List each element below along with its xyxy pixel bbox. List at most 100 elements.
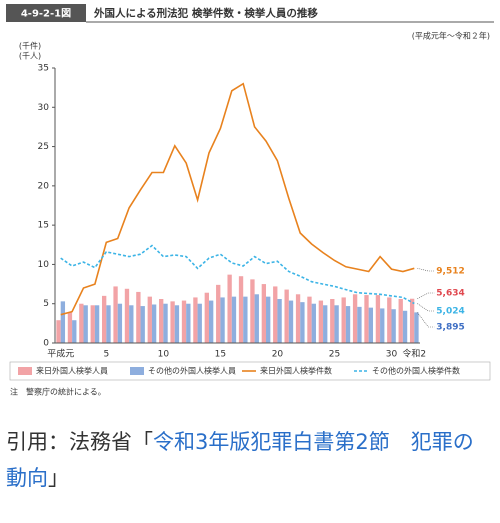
bar <box>231 296 237 343</box>
bar <box>186 303 191 343</box>
leader <box>417 312 435 328</box>
x-tick-label: 10 <box>158 350 170 360</box>
bar <box>174 305 180 343</box>
y-tick-label: 20 <box>38 181 50 191</box>
legend-label: その他の外国人検挙人員 <box>148 366 236 376</box>
legend-label: 来日外国人検挙人員 <box>36 366 108 376</box>
bar <box>352 294 358 343</box>
bar <box>307 296 312 343</box>
bar <box>197 303 202 343</box>
bar <box>72 320 77 343</box>
y-tick-label: 5 <box>43 299 49 309</box>
bar <box>90 305 95 343</box>
legend-label: その他の外国人検挙件数 <box>372 366 460 376</box>
y-tick-label: 0 <box>43 339 49 349</box>
bar <box>254 294 259 343</box>
x-tick-label: 5 <box>103 350 109 360</box>
legend-swatch <box>130 367 144 375</box>
bar <box>330 299 335 343</box>
chart: 4-9-2-1図 外国人による刑法犯 検挙件数・検挙人員の推移 (平成元年〜令和… <box>0 0 500 410</box>
bar <box>323 305 328 343</box>
x-tick-label: 15 <box>215 350 226 360</box>
chart-title: 外国人による刑法犯 検挙件数・検挙人員の推移 <box>93 7 318 20</box>
bar <box>94 305 100 343</box>
bar <box>216 284 221 343</box>
bar <box>117 303 123 343</box>
legend-label: 来日外国人検挙件数 <box>260 366 332 376</box>
leader <box>417 292 435 299</box>
line <box>60 82 415 316</box>
legend-box <box>9 361 491 381</box>
bar <box>227 274 232 343</box>
bar <box>124 288 130 343</box>
x-tick-label: 20 <box>272 350 284 360</box>
chart-bg <box>0 0 500 410</box>
bar <box>208 300 214 343</box>
bar <box>159 299 164 343</box>
bar <box>170 301 175 343</box>
bar <box>402 310 408 343</box>
y-unit: (千人) <box>19 51 41 61</box>
citation-prefix: 引用：法務省「 <box>6 430 153 454</box>
bar <box>250 279 255 343</box>
citation-suffix: 」 <box>48 466 69 490</box>
value-label: 5,634 <box>436 289 464 299</box>
bar <box>266 296 271 343</box>
x-tick-label: 25 <box>329 350 340 360</box>
bar <box>136 291 141 343</box>
bar <box>60 301 66 343</box>
bar <box>334 305 339 343</box>
bar <box>83 305 88 343</box>
bar <box>147 296 152 343</box>
x-tick-label: 30 <box>386 350 398 360</box>
bar <box>277 299 282 343</box>
bar <box>391 309 396 343</box>
y-tick-label: 15 <box>38 221 49 231</box>
bar <box>311 303 316 343</box>
bar <box>56 320 61 343</box>
citation: 引用：法務省「令和3年版犯罪白書第2節 犯罪の動向」 <box>6 424 494 496</box>
bar <box>220 297 225 343</box>
bar <box>106 305 111 343</box>
bar <box>341 297 346 343</box>
bar <box>243 296 248 343</box>
bar <box>387 297 392 343</box>
y-tick-label: 35 <box>38 64 49 74</box>
bar <box>364 295 369 343</box>
y-tick-label: 30 <box>38 103 50 113</box>
bar <box>398 299 403 343</box>
bar <box>113 286 118 343</box>
bar <box>345 306 351 343</box>
chart-subtitle: (平成元年〜令和２年) <box>412 31 490 41</box>
value-label: 5,024 <box>436 307 464 317</box>
leader <box>417 303 435 312</box>
bar <box>368 307 374 343</box>
y-tick-label: 25 <box>38 142 49 152</box>
bar <box>151 304 157 343</box>
bar <box>409 298 415 343</box>
bar <box>181 300 187 343</box>
citation-link[interactable]: 令和3年版犯罪白書第2節 犯罪の動向 <box>6 430 474 490</box>
note: 注 警察庁の統計による。 <box>10 387 106 397</box>
bar <box>295 294 301 343</box>
bar <box>357 306 362 343</box>
bar <box>288 300 294 343</box>
y-tick-label: 10 <box>38 260 50 270</box>
line <box>60 244 415 305</box>
bar <box>140 306 145 343</box>
bar <box>67 312 73 343</box>
figure-badge <box>6 4 86 22</box>
x-tick-label: 令和2 <box>402 348 426 360</box>
bar <box>273 286 278 343</box>
value-label: 3,895 <box>436 323 464 333</box>
value-label: 9,512 <box>436 267 464 277</box>
bar <box>163 303 168 343</box>
bar <box>375 295 381 343</box>
bar <box>318 300 324 343</box>
bar <box>79 303 84 343</box>
x-tick-label: 平成元 <box>47 348 74 360</box>
legend-swatch <box>18 367 32 375</box>
bar <box>414 312 419 343</box>
figure-label: 4-9-2-1図 <box>21 8 71 20</box>
